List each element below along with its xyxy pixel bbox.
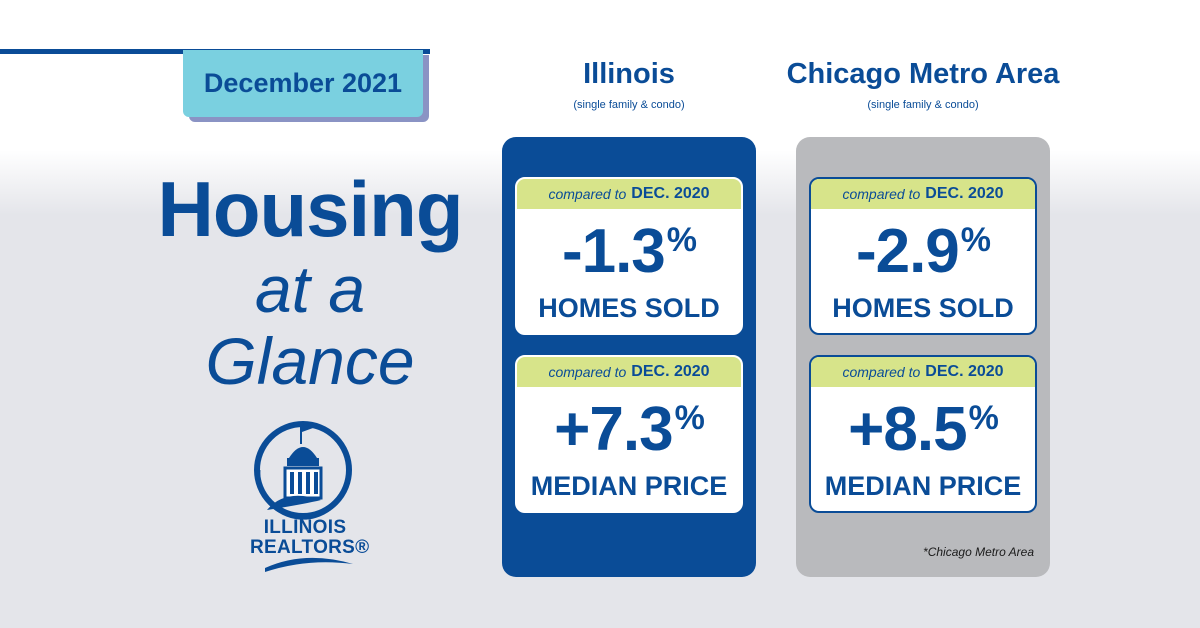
page-title: Housing at a Glance: [140, 170, 480, 394]
column-subtitle: (single family & condo): [867, 99, 979, 111]
brand-wordmark: ILLINOIS REALTORS®: [250, 517, 370, 558]
compare-prefix: compared to: [548, 186, 627, 202]
stat-label: HOMES SOLD: [538, 293, 720, 323]
stat-label: HOMES SOLD: [832, 293, 1014, 323]
column-title: Chicago Metro Area: [786, 58, 1060, 90]
stat-value: +7.3%: [554, 395, 705, 464]
title-line-1: Housing: [157, 165, 464, 253]
comparison-band: compared to DEC. 2020: [811, 357, 1035, 387]
stat-value: -1.3%: [561, 217, 697, 286]
title-line-3: Glance: [205, 324, 415, 398]
stat-value: +8.5%: [848, 395, 999, 464]
median-price-card: compared to DEC. 2020 +7.3% MEDIAN PRICE: [515, 355, 743, 513]
chicago-header: Chicago Metro Area (single family & cond…: [780, 58, 1066, 111]
compare-period: DEC. 2020: [925, 185, 1004, 202]
capitol-dome-logo-icon: [254, 421, 353, 572]
chicago-panel: compared to DEC. 2020 -2.9% HOMES SOLD c…: [796, 137, 1050, 577]
compare-prefix: compared to: [548, 364, 627, 380]
comparison-band: compared to DEC. 2020: [811, 179, 1035, 209]
median-price-card: compared to DEC. 2020 +8.5% MEDIAN PRICE: [809, 355, 1037, 513]
illinois-panel: compared to DEC. 2020 -1.3% HOMES SOLD c…: [502, 137, 756, 577]
compare-period: DEC. 2020: [631, 185, 710, 202]
comparison-band: compared to DEC. 2020: [517, 357, 741, 387]
stat-value: -2.9%: [855, 217, 991, 286]
column-subtitle: (single family & condo): [573, 99, 685, 111]
brand-line-1: ILLINOIS: [263, 517, 347, 538]
homes-sold-card: compared to DEC. 2020 -1.3% HOMES SOLD: [515, 177, 743, 335]
compare-period: DEC. 2020: [925, 363, 1004, 380]
date-label: December 2021: [203, 68, 403, 98]
stat-label: MEDIAN PRICE: [824, 471, 1022, 501]
title-line-2: at a: [254, 252, 366, 326]
stat-label: MEDIAN PRICE: [530, 471, 728, 501]
column-title: Illinois: [583, 58, 675, 90]
footnote: *Chicago Metro Area: [923, 545, 1034, 559]
compare-prefix: compared to: [842, 364, 921, 380]
comparison-band: compared to DEC. 2020: [517, 179, 741, 209]
homes-sold-card: compared to DEC. 2020 -2.9% HOMES SOLD: [809, 177, 1037, 335]
date-tab: December 2021: [183, 50, 423, 117]
compare-period: DEC. 2020: [631, 363, 710, 380]
brand-line-2: REALTORS®: [250, 536, 370, 558]
compare-prefix: compared to: [842, 186, 921, 202]
illinois-header: Illinois (single family & condo): [502, 58, 756, 111]
